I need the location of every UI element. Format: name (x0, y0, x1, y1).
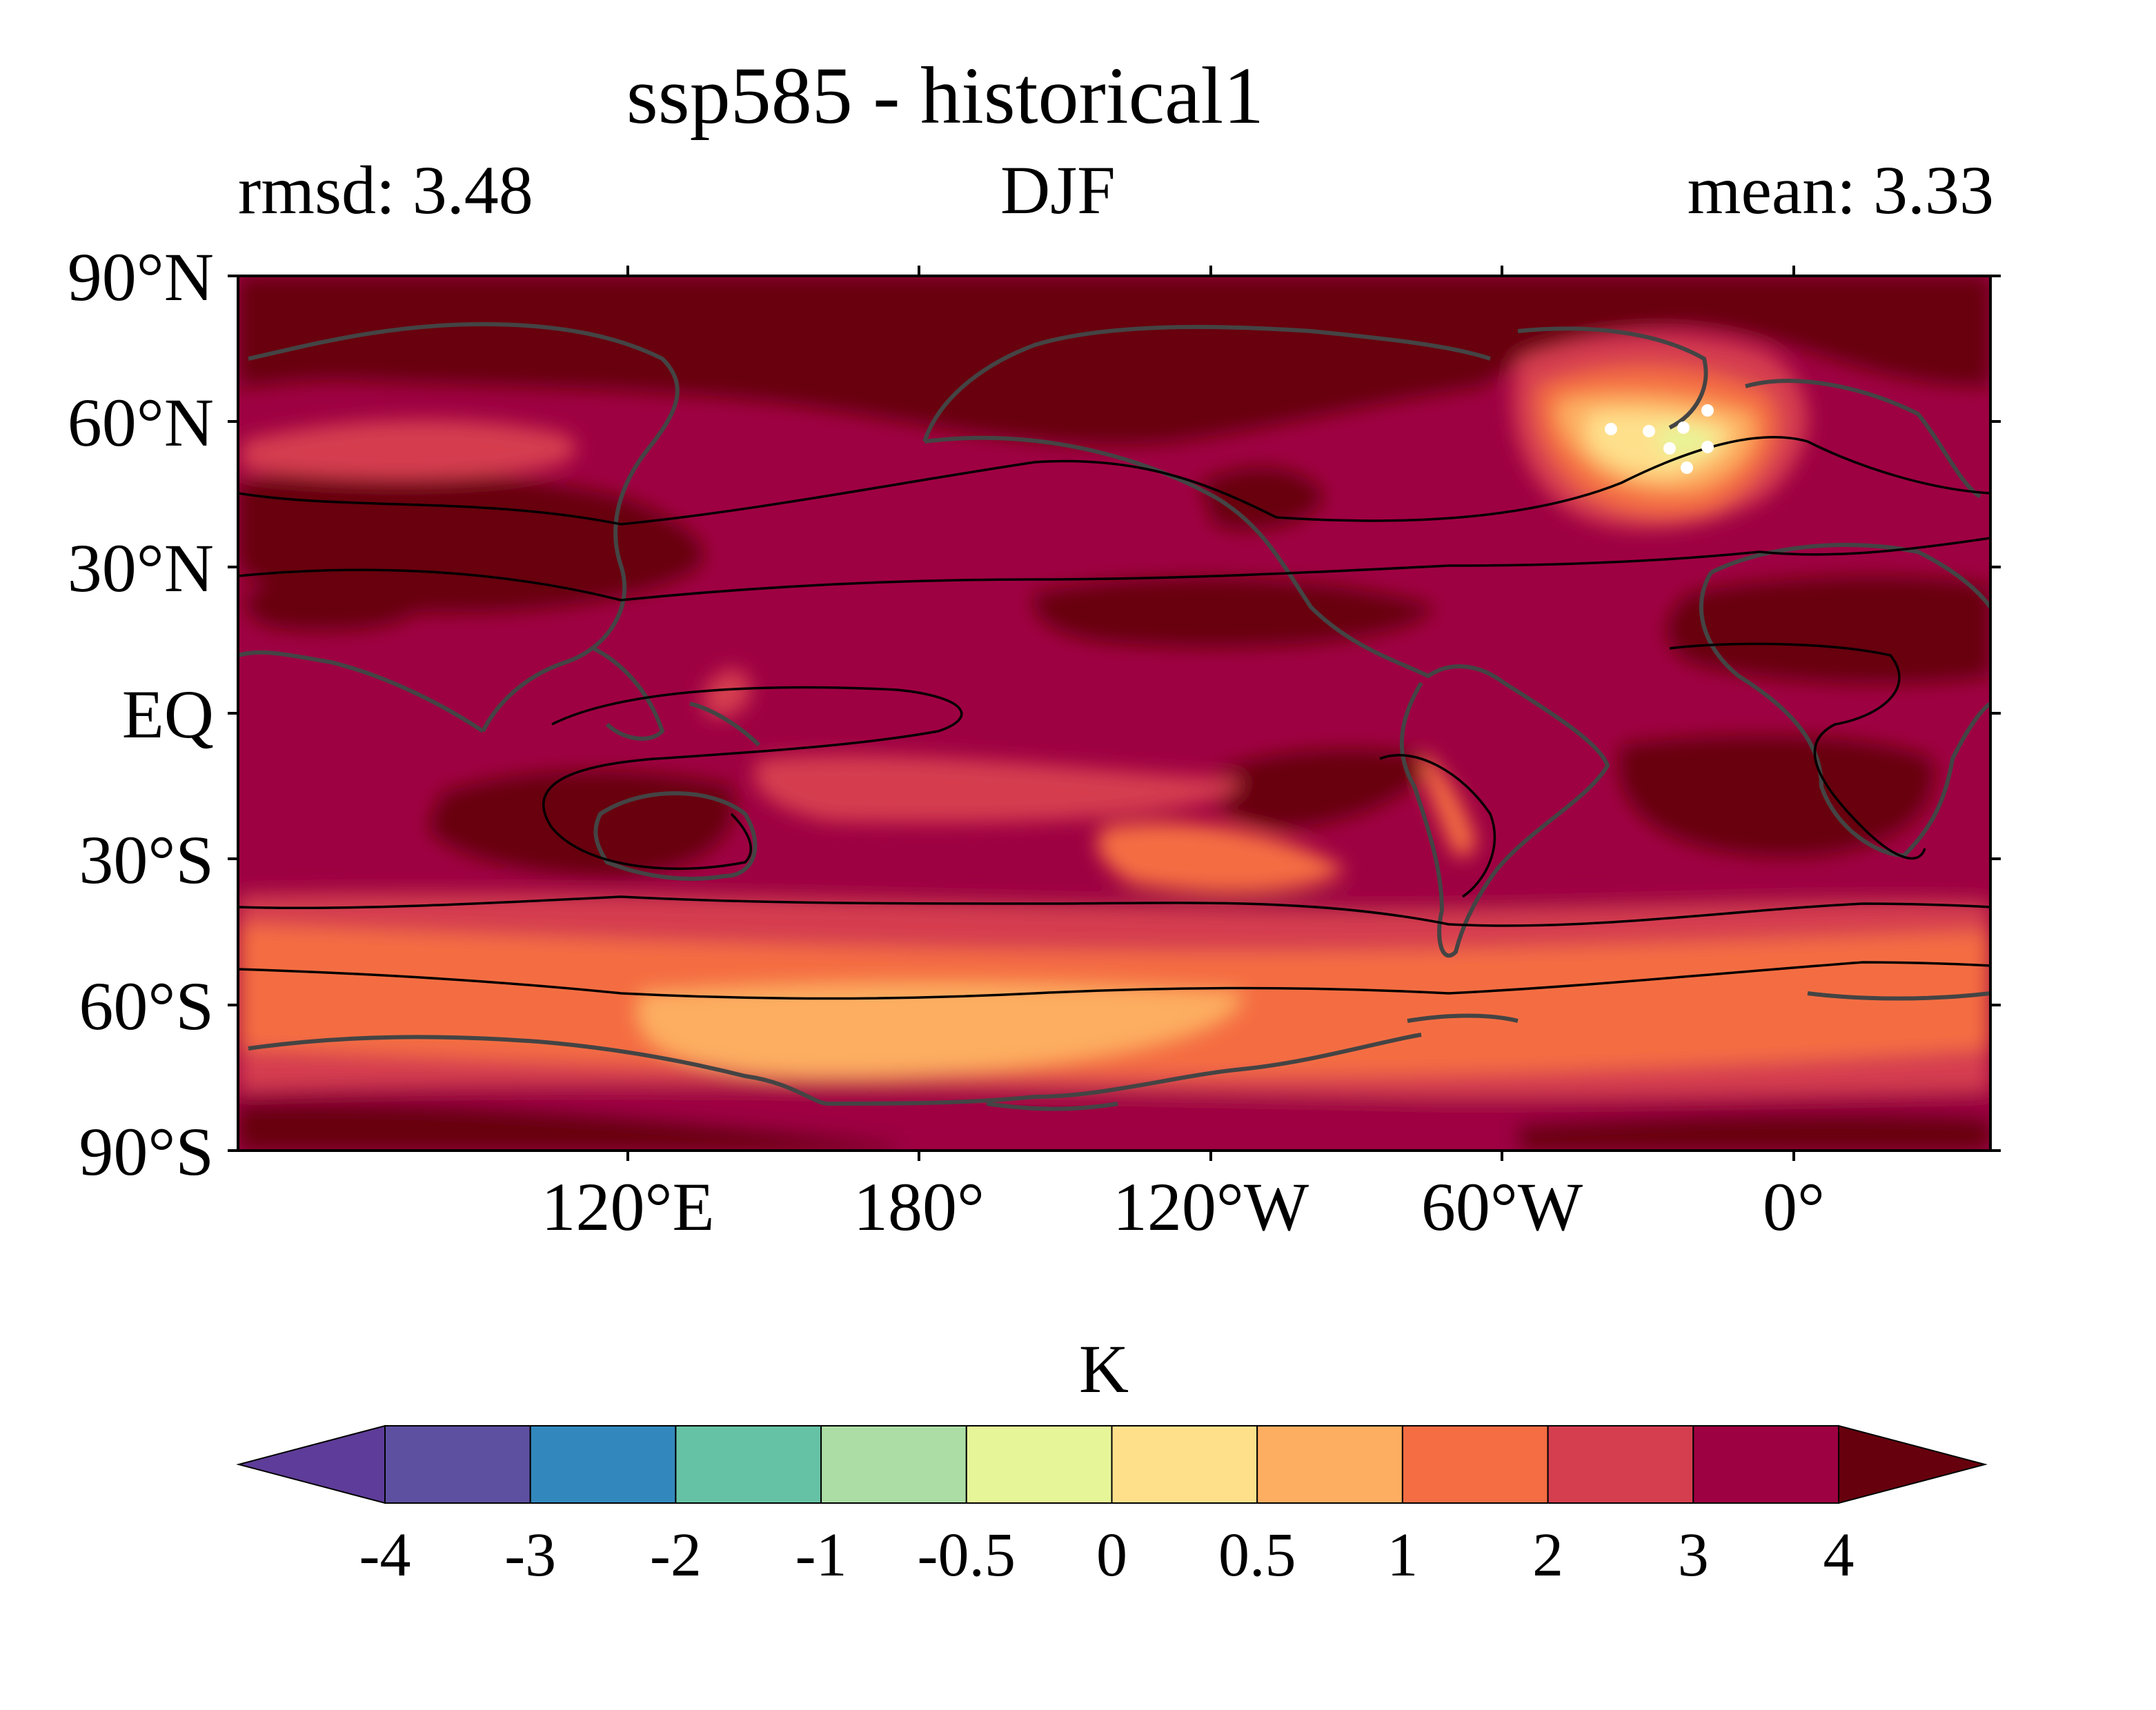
rmsd-label: rmsd: 3.48 (238, 152, 533, 228)
colorbar-segment (820, 1425, 967, 1504)
colorbar-tick-label: -0.5 (917, 1521, 1016, 1589)
colorbar-extend-high (1838, 1424, 1988, 1504)
colorbar-tick-label: 0.5 (1218, 1521, 1296, 1589)
climatology-contours (238, 435, 1990, 1000)
colorbar-tick-label: 2 (1532, 1521, 1564, 1589)
colorbar-segment (1111, 1425, 1258, 1504)
colorbar-segment (965, 1425, 1113, 1504)
lat-label-30n: 30°N (67, 530, 214, 606)
lon-label-120w: 120°W (1112, 1169, 1309, 1245)
colorbar-segment (675, 1425, 822, 1504)
colorbar-tick-label: 1 (1387, 1521, 1418, 1589)
lat-label-30s: 30°S (79, 822, 214, 898)
lat-label-60s: 60°S (79, 968, 214, 1044)
colorbar-tick-label: 0 (1096, 1521, 1127, 1589)
lon-label-180: 180° (853, 1169, 985, 1245)
colorbar-tick-label: 4 (1823, 1521, 1855, 1589)
colorbar-segment (1547, 1425, 1694, 1504)
colorbar-tick-label: -3 (504, 1521, 557, 1589)
temperature-difference-field (238, 276, 1990, 1151)
colorbar-tick-label: 3 (1677, 1521, 1709, 1589)
lat-label-eq: EQ (121, 676, 214, 753)
significance-stipple (1605, 404, 1714, 474)
colorbar-segment (1692, 1425, 1840, 1504)
lat-label-90n: 90°N (67, 239, 214, 315)
colorbar-tick-label: -4 (359, 1521, 411, 1589)
coastlines (238, 321, 1990, 1111)
colorbar-tick-label: -2 (649, 1521, 702, 1589)
colorbar-extend-low (236, 1424, 386, 1504)
lat-label-60n: 60°N (67, 384, 214, 461)
colorbar-segment (529, 1425, 677, 1504)
lat-label-90s: 90°S (79, 1113, 214, 1190)
colorbar-segment (1401, 1425, 1549, 1504)
season-label: DJF (1000, 152, 1116, 228)
colorbar (236, 1424, 1988, 1504)
colorbar-unit: K (1078, 1331, 1129, 1407)
colorbar-segment (384, 1425, 531, 1504)
mean-label: mean: 3.33 (1687, 152, 1994, 228)
colorbar-tick-label: -1 (795, 1521, 847, 1589)
axis-ticks (228, 266, 2001, 1161)
lon-label-120e: 120°E (541, 1169, 715, 1245)
colorbar-segment (1256, 1425, 1403, 1504)
lon-label-0: 0° (1763, 1169, 1825, 1245)
figure-title: ssp585 - historical1 (626, 50, 1265, 141)
lon-label-60w: 60°W (1421, 1169, 1583, 1245)
